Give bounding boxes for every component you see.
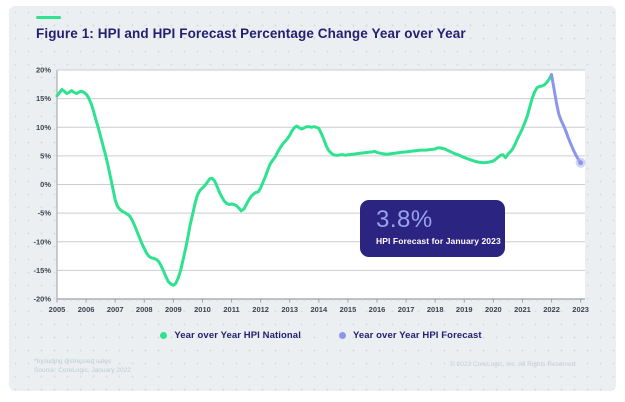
footnote-line-1: *Including distressed sales: [34, 358, 111, 365]
y-tick-label-15%: 15%: [36, 94, 51, 103]
x-tick-label-2011: 2011: [223, 305, 239, 314]
legend-label-forecast: Year over Year HPI Forecast: [352, 330, 482, 341]
x-tick-label-2016: 2016: [369, 305, 386, 314]
x-tick-label-2014: 2014: [310, 305, 328, 314]
footnote-line-2: Source: CoreLogic, January 2022: [34, 367, 131, 374]
y-tick-label-0%: 0%: [40, 180, 51, 189]
x-tick-label-2021: 2021: [514, 305, 531, 314]
y-tick-label--20%: -20%: [33, 295, 51, 304]
x-tick-label-2023: 2023: [572, 305, 589, 314]
copyright-text: © 2022 CoreLogic, Inc. All Rights Reserv…: [450, 361, 577, 368]
y-tick-label--10%: -10%: [33, 237, 51, 246]
legend-label-national: Year over Year HPI National: [174, 330, 301, 341]
x-tick-label-2020: 2020: [485, 305, 502, 314]
chart-legend: Year over Year HPI National Year over Yea…: [57, 330, 585, 341]
footnote: *Including distressed sales Source: Core…: [34, 357, 131, 375]
forecast-callout-card: 3.8% HPI Forecast for January 2023: [360, 200, 505, 257]
x-tick-label-2015: 2015: [340, 305, 357, 314]
forecast-callout-label: HPI Forecast for January 2023: [376, 236, 501, 246]
y-tick-label-10%: 10%: [36, 123, 51, 132]
legend-dot-national: [160, 332, 168, 339]
figure-title: Figure 1: HPI and HPI Forecast Percentag…: [36, 26, 466, 41]
x-tick-label-2007: 2007: [107, 305, 124, 314]
x-tick-label-2013: 2013: [281, 305, 298, 314]
x-tick-label-2018: 2018: [427, 305, 444, 314]
series-line-forecast: [550, 73, 583, 165]
x-tick-label-2005: 2005: [49, 305, 66, 314]
x-tick-label-2012: 2012: [252, 305, 269, 314]
x-tick-label-2017: 2017: [398, 305, 415, 314]
y-tick-label-20%: 20%: [36, 66, 51, 75]
title-accent-dash: [36, 16, 61, 19]
legend-item-national: Year over Year HPI National: [160, 330, 301, 341]
legend-item-forecast: Year over Year HPI Forecast: [338, 330, 482, 341]
plot-svg: 20% 15% 10% 5% 0% -5% -10% -15% -20%2005 2006 2007…: [33, 66, 588, 315]
y-tick-label-5%: 5%: [40, 151, 51, 160]
forecast-callout-value: 3.8%: [376, 206, 433, 233]
x-tick-label-2010: 2010: [194, 305, 211, 314]
series-line-national: [55, 73, 553, 287]
x-tick-label-2008: 2008: [136, 305, 153, 314]
y-tick-label--5%: -5%: [38, 209, 52, 218]
y-tick-label--15%: -15%: [33, 266, 51, 275]
x-tick-label-2009: 2009: [165, 305, 182, 314]
forecast-endpoint-dot: [578, 160, 584, 166]
x-tick-label-2022: 2022: [543, 305, 560, 314]
x-tick-label-2006: 2006: [78, 305, 95, 314]
legend-dot-forecast: [338, 332, 346, 339]
x-tick-label-2019: 2019: [456, 305, 473, 314]
